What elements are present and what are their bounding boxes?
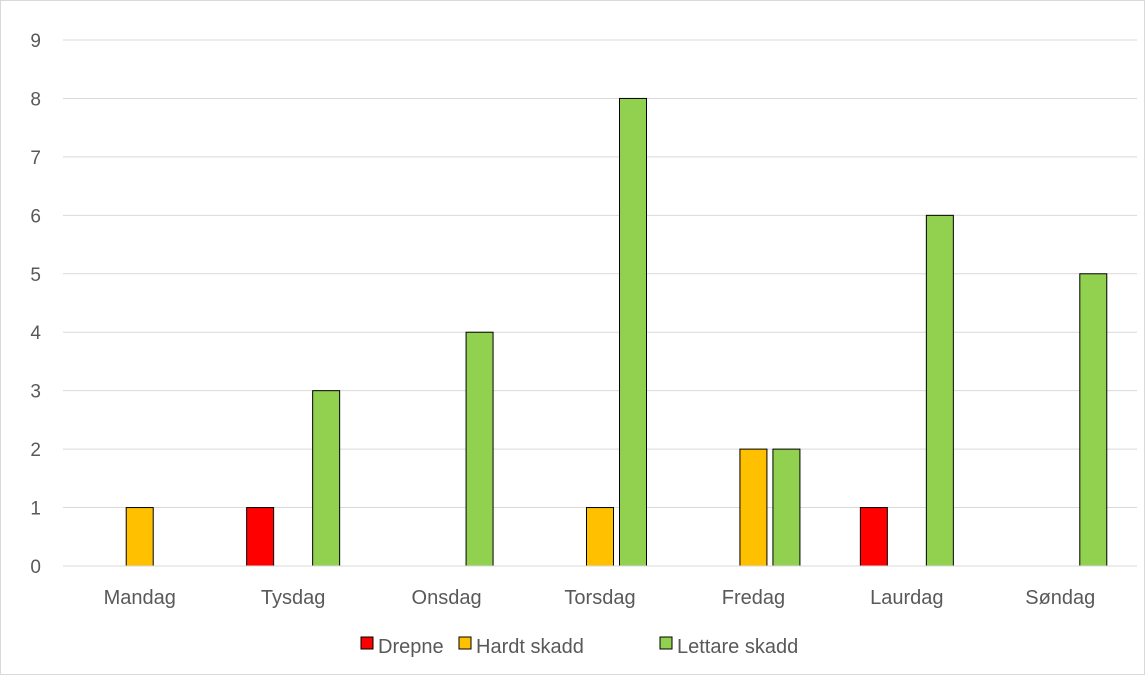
x-category-label: Laurdag [870,587,943,609]
x-category-label: Mandag [104,587,176,609]
gridlines [63,39,1137,509]
bar-lettare-skadd-laurdag [925,214,954,567]
y-tick-label: 2 [30,440,41,461]
y-tick-label: 7 [30,148,41,169]
bar-lettare-skadd-torsdag [619,97,647,567]
legend-swatch [458,636,472,650]
bars [125,97,1108,567]
bar-lettare-skadd-søndag [1079,273,1108,567]
x-category-label: Fredag [722,587,785,609]
y-tick-label: 5 [30,265,41,286]
y-tick-label: 4 [30,323,41,344]
legend-swatch [659,636,673,650]
bar-drepne-tysdag [246,507,275,567]
bar-drepne-laurdag [859,507,888,567]
y-tick-label: 8 [30,89,41,110]
legend-item-lettare-skadd: Lettare skadd [659,636,798,658]
bar-lettare-skadd-onsdag [465,331,494,567]
x-category-label: Tysdag [261,587,325,609]
x-category-label: Onsdag [412,587,482,609]
bar-lettare-skadd-fredag [772,448,801,567]
legend-label: Hardt skadd [476,636,584,658]
y-axis-ticks: 0 1 2 3 4 5 6 7 8 9 [30,31,41,578]
x-category-label: Torsdag [564,587,635,609]
bar-hardt-skadd-fredag [739,448,768,567]
x-category-label: Søndag [1025,587,1095,609]
y-tick-label: 3 [30,382,41,403]
bar-lettare-skadd-tysdag [312,390,341,567]
legend: Drepne Hardt skadd Lettare skadd [360,636,798,658]
bar-hardt-skadd-torsdag [586,507,614,567]
x-axis-categories: Mandag Tysdag Onsdag Torsdag Fredag Laurdag Sø… [104,587,1096,609]
legend-label: Drepne [378,636,444,658]
y-tick-label: 9 [30,31,41,52]
bar-hardt-skadd-mandag [125,507,154,567]
y-tick-label: 0 [30,557,41,578]
legend-item-hardt-skadd: Hardt skadd [458,636,584,658]
legend-label: Lettare skadd [677,636,798,658]
y-tick-label: 6 [30,206,41,227]
legend-swatch [360,636,374,650]
y-tick-label: 1 [30,499,41,520]
legend-item-drepne: Drepne [360,636,444,658]
